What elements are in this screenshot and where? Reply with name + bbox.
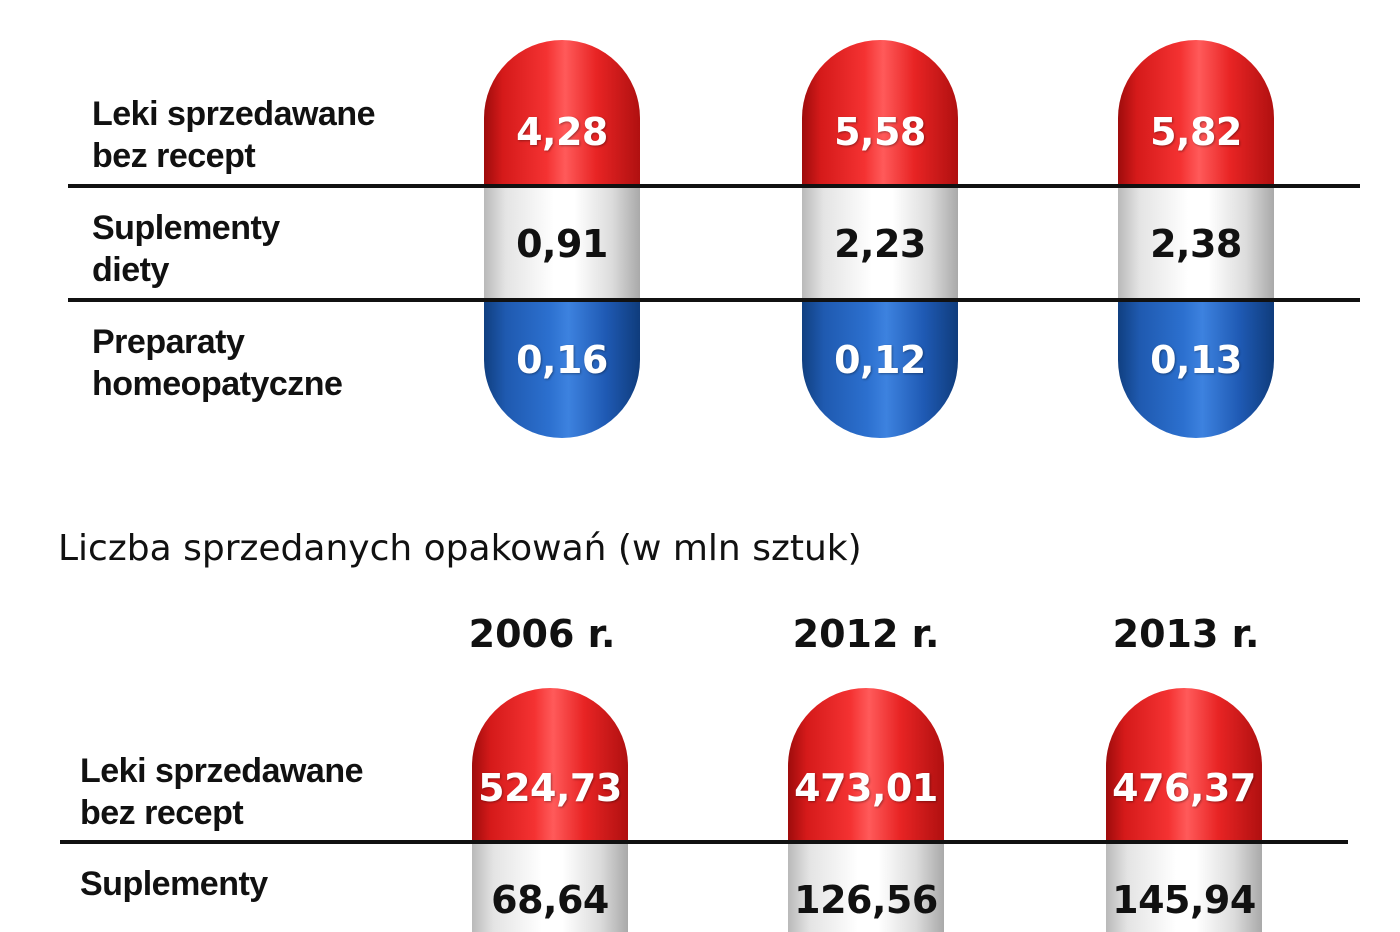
data-label: 2,23 (834, 222, 926, 266)
capsule: 476,37 145,94 (1106, 688, 1262, 932)
capsule-segment-supplements: 2,38 (1118, 186, 1274, 300)
data-label: 126,56 (794, 878, 938, 922)
capsule-segment-supplements: 0,91 (484, 186, 640, 300)
capsule-segment-otc: 5,58 (802, 40, 958, 186)
data-label: 4,28 (516, 110, 608, 154)
capsule-segment-homeopathic: 0,16 (484, 300, 640, 438)
capsule-segment-supplements: 126,56 (788, 842, 944, 932)
data-label: 476,37 (1112, 766, 1256, 810)
capsule-segment-otc: 473,01 (788, 688, 944, 842)
capsule-segment-otc: 524,73 (472, 688, 628, 842)
year-header: 2012 r. (792, 612, 940, 656)
data-label: 0,12 (834, 338, 926, 382)
capsule-segment-supplements: 68,64 (472, 842, 628, 932)
data-label: 2,38 (1150, 222, 1242, 266)
data-label: 145,94 (1112, 878, 1256, 922)
row-divider (68, 298, 1360, 302)
capsule-segment-otc: 476,37 (1106, 688, 1262, 842)
year-header: 2006 r. (468, 612, 616, 656)
capsule-segment-supplements: 145,94 (1106, 842, 1262, 932)
data-label: 0,91 (516, 222, 608, 266)
capsule: 524,73 68,64 (472, 688, 628, 932)
capsule: 5,58 2,23 0,12 (802, 40, 958, 438)
capsule-segment-homeopathic: 0,12 (802, 300, 958, 438)
data-label: 68,64 (491, 878, 609, 922)
capsule-segment-otc: 4,28 (484, 40, 640, 186)
row-label-otc: Leki sprzedawane bez recept (92, 95, 376, 175)
year-header: 2013 r. (1112, 612, 1260, 656)
row-label-supplements: Suplementy (80, 865, 268, 903)
data-label: 0,13 (1150, 338, 1242, 382)
capsule: 473,01 126,56 (788, 688, 944, 932)
capsule: 5,82 2,38 0,13 (1118, 40, 1274, 438)
data-label: 524,73 (478, 766, 622, 810)
data-label: 5,58 (834, 110, 926, 154)
data-label: 473,01 (794, 766, 938, 810)
capsule-segment-supplements: 2,23 (802, 186, 958, 300)
capsule-segment-homeopathic: 0,13 (1118, 300, 1274, 438)
section-title: Liczba sprzedanych opakowań (w mln sztuk… (58, 528, 862, 569)
data-label: 0,16 (516, 338, 608, 382)
capsule: 4,28 0,91 0,16 (484, 40, 640, 438)
row-label-supplements: Suplementy diety (92, 209, 280, 289)
row-divider (68, 184, 1360, 188)
row-label-otc: Leki sprzedawane bez recept (80, 752, 364, 832)
capsule-segment-otc: 5,82 (1118, 40, 1274, 186)
row-label-homeopathic: Preparaty homeopatyczne (92, 323, 343, 403)
row-divider (60, 840, 1348, 844)
data-label: 5,82 (1150, 110, 1242, 154)
